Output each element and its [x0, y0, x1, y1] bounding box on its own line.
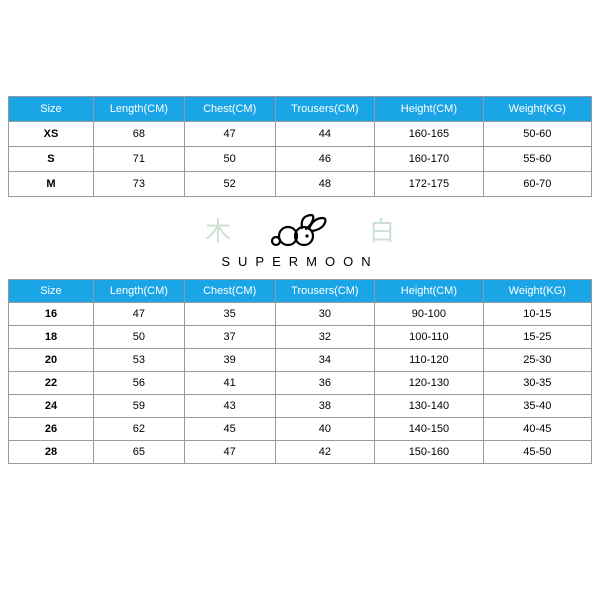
- col-weight-header: Weight(KG): [483, 97, 591, 122]
- cell-chest: 47: [184, 122, 275, 147]
- cell-size: 18: [9, 326, 94, 349]
- cell-length: 73: [93, 172, 184, 197]
- cell-length: 56: [93, 372, 184, 395]
- cell-trousers: 40: [275, 418, 375, 441]
- table-header: Size Length(CM) Chest(CM) Trousers(CM) H…: [9, 97, 592, 122]
- table-row: S715046160-17055-60: [9, 147, 592, 172]
- cell-trousers: 34: [275, 349, 375, 372]
- col-size-header: Size: [9, 280, 94, 303]
- col-length-header: Length(CM): [93, 280, 184, 303]
- cell-length: 59: [93, 395, 184, 418]
- col-size-header: Size: [9, 97, 94, 122]
- cell-length: 71: [93, 147, 184, 172]
- cell-height: 100-110: [375, 326, 483, 349]
- cell-size: 24: [9, 395, 94, 418]
- cell-chest: 37: [184, 326, 275, 349]
- cell-size: M: [9, 172, 94, 197]
- cell-size: XS: [9, 122, 94, 147]
- cell-length: 65: [93, 441, 184, 464]
- cell-length: 68: [93, 122, 184, 147]
- brand-name: SUPERMOON: [8, 254, 592, 269]
- adult-size-table: Size Length(CM) Chest(CM) Trousers(CM) H…: [8, 96, 592, 197]
- col-trousers-header: Trousers(CM): [275, 280, 375, 303]
- brand-row: 木 白: [8, 211, 592, 248]
- col-length-header: Length(CM): [93, 97, 184, 122]
- cell-weight: 30-35: [483, 372, 591, 395]
- cell-length: 50: [93, 326, 184, 349]
- cell-chest: 41: [184, 372, 275, 395]
- col-height-header: Height(CM): [375, 97, 483, 122]
- cell-length: 53: [93, 349, 184, 372]
- cell-weight: 55-60: [483, 147, 591, 172]
- cell-trousers: 38: [275, 395, 375, 418]
- col-trousers-header: Trousers(CM): [275, 97, 375, 122]
- cell-size: 22: [9, 372, 94, 395]
- page: Size Length(CM) Chest(CM) Trousers(CM) H…: [0, 0, 600, 600]
- cell-size: 20: [9, 349, 94, 372]
- cell-weight: 15-25: [483, 326, 591, 349]
- cell-weight: 35-40: [483, 395, 591, 418]
- cell-height: 160-165: [375, 122, 483, 147]
- cell-weight: 10-15: [483, 303, 591, 326]
- cell-trousers: 32: [275, 326, 375, 349]
- cell-weight: 25-30: [483, 349, 591, 372]
- cell-chest: 35: [184, 303, 275, 326]
- cell-height: 130-140: [375, 395, 483, 418]
- cell-height: 172-175: [375, 172, 483, 197]
- table-row: 18503732100-11015-25: [9, 326, 592, 349]
- table-header: Size Length(CM) Chest(CM) Trousers(CM) H…: [9, 280, 592, 303]
- rabbit-icon: [267, 212, 333, 248]
- cell-size: S: [9, 147, 94, 172]
- cell-trousers: 44: [275, 122, 375, 147]
- cell-height: 140-150: [375, 418, 483, 441]
- cell-trousers: 48: [275, 172, 375, 197]
- cell-trousers: 30: [275, 303, 375, 326]
- col-chest-header: Chest(CM): [184, 280, 275, 303]
- table-row: XS684744160-16550-60: [9, 122, 592, 147]
- cell-chest: 43: [184, 395, 275, 418]
- cell-chest: 47: [184, 441, 275, 464]
- cell-size: 16: [9, 303, 94, 326]
- cell-trousers: 42: [275, 441, 375, 464]
- table-row: 1647353090-10010-15: [9, 303, 592, 326]
- cell-length: 62: [93, 418, 184, 441]
- col-height-header: Height(CM): [375, 280, 483, 303]
- brand-block: 木 白 SUPERMOON: [8, 197, 592, 279]
- table-row: 20533934110-12025-30: [9, 349, 592, 372]
- cell-chest: 39: [184, 349, 275, 372]
- cell-weight: 40-45: [483, 418, 591, 441]
- table-row: 26624540140-15040-45: [9, 418, 592, 441]
- cell-weight: 60-70: [483, 172, 591, 197]
- cell-height: 110-120: [375, 349, 483, 372]
- cell-height: 90-100: [375, 303, 483, 326]
- cell-height: 160-170: [375, 147, 483, 172]
- cell-chest: 52: [184, 172, 275, 197]
- col-weight-header: Weight(KG): [483, 280, 591, 303]
- cell-size: 26: [9, 418, 94, 441]
- kids-size-table: Size Length(CM) Chest(CM) Trousers(CM) H…: [8, 279, 592, 464]
- cell-trousers: 36: [275, 372, 375, 395]
- cell-chest: 50: [184, 147, 275, 172]
- table-row: 22564136120-13030-35: [9, 372, 592, 395]
- cell-chest: 45: [184, 418, 275, 441]
- cell-height: 150-160: [375, 441, 483, 464]
- cell-height: 120-130: [375, 372, 483, 395]
- col-chest-header: Chest(CM): [184, 97, 275, 122]
- brand-char-left: 木: [205, 211, 231, 248]
- table-row: M735248172-17560-70: [9, 172, 592, 197]
- cell-trousers: 46: [275, 147, 375, 172]
- brand-char-right: 白: [369, 211, 395, 248]
- cell-weight: 45-50: [483, 441, 591, 464]
- cell-size: 28: [9, 441, 94, 464]
- table-row: 28654742150-16045-50: [9, 441, 592, 464]
- cell-weight: 50-60: [483, 122, 591, 147]
- cell-length: 47: [93, 303, 184, 326]
- table-row: 24594338130-14035-40: [9, 395, 592, 418]
